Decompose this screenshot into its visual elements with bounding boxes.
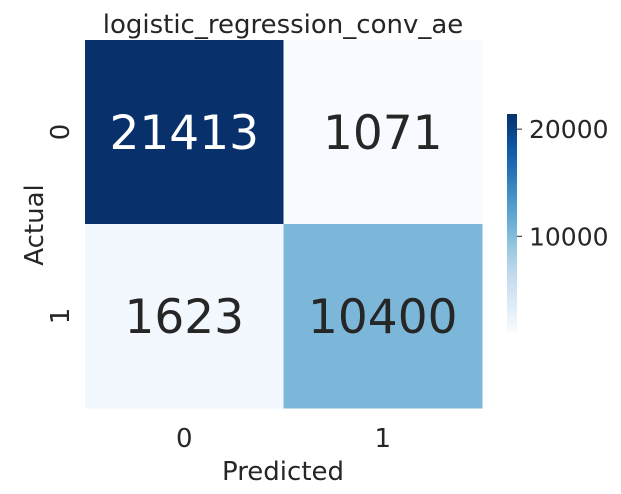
heatmap-cells [85,40,483,409]
x-axis-label: Predicted [222,457,344,487]
y-axis-label: Actual [20,184,50,265]
colorbar [507,114,517,332]
y-tick-label: 1 [46,308,76,325]
heatmap-cell [283,40,483,225]
x-tick-label: 1 [374,424,391,454]
cell-value-label: 10400 [308,290,458,345]
heatmap-cell [85,40,284,225]
y-tick-label: 0 [46,124,76,141]
x-tick-label: 0 [176,424,193,454]
heatmap-cell [283,224,483,409]
chart-title: logistic_regression_conv_ae [103,10,464,40]
cell-value-label: 1623 [124,290,244,345]
heatmap-cell [85,224,284,409]
colorbar-tick-label: 10000 [529,222,609,251]
colorbar-tick-label: 20000 [529,115,609,144]
cell-value-label: 1071 [323,106,443,161]
y-tick-labels: 01 [46,124,76,325]
colorbar-ticks: 10000 20000 [517,115,609,251]
heatmap-cell-labels: 21413 1071 1623 10400 [109,106,457,345]
cell-value-label: 21413 [109,106,259,161]
